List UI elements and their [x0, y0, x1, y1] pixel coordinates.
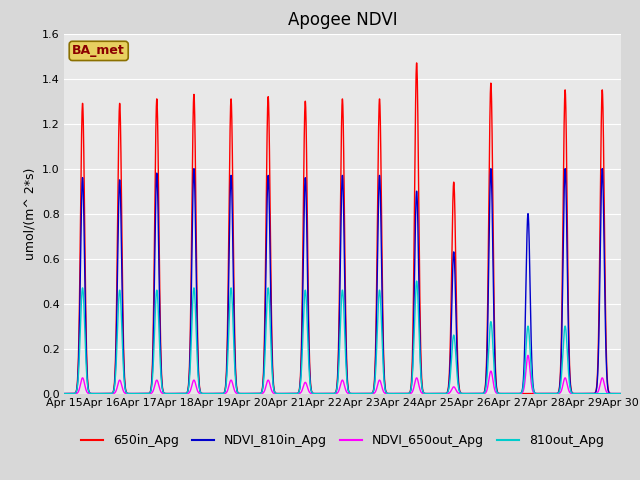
650in_Apg — [524, 391, 532, 396]
810out_Apg — [413, 278, 420, 284]
NDVI_650out_Apg — [524, 352, 532, 358]
Line: NDVI_650out_Apg: NDVI_650out_Apg — [64, 355, 621, 394]
NDVI_810in_Apg — [408, 368, 416, 373]
NDVI_650out_Apg — [566, 389, 573, 395]
650in_Apg — [273, 391, 281, 396]
NDVI_810in_Apg — [563, 225, 570, 231]
NDVI_650out_Apg — [617, 391, 625, 396]
NDVI_810in_Apg — [127, 391, 134, 396]
650in_Apg — [408, 353, 416, 359]
810out_Apg — [566, 381, 573, 386]
810out_Apg — [408, 372, 416, 378]
NDVI_810in_Apg — [588, 391, 595, 396]
NDVI_650out_Apg — [60, 391, 68, 396]
650in_Apg — [563, 189, 571, 194]
810out_Apg — [273, 391, 281, 396]
810out_Apg — [60, 391, 68, 396]
810out_Apg — [563, 341, 571, 347]
810out_Apg — [588, 391, 595, 396]
NDVI_810in_Apg — [617, 391, 625, 396]
650in_Apg — [566, 362, 573, 368]
Line: 650in_Apg: 650in_Apg — [64, 63, 621, 394]
NDVI_810in_Apg — [598, 166, 606, 171]
Legend: 650in_Apg, NDVI_810in_Apg, NDVI_650out_Apg, 810out_Apg: 650in_Apg, NDVI_810in_Apg, NDVI_650out_A… — [76, 429, 609, 452]
650in_Apg — [588, 391, 595, 396]
Line: NDVI_810in_Apg: NDVI_810in_Apg — [64, 168, 621, 394]
Line: 810out_Apg: 810out_Apg — [64, 281, 621, 394]
810out_Apg — [617, 391, 625, 396]
NDVI_650out_Apg — [273, 391, 281, 396]
Title: Apogee NDVI: Apogee NDVI — [287, 11, 397, 29]
NDVI_810in_Apg — [273, 391, 281, 396]
NDVI_810in_Apg — [60, 391, 68, 396]
NDVI_650out_Apg — [563, 380, 571, 385]
650in_Apg — [617, 391, 625, 396]
Text: BA_met: BA_met — [72, 44, 125, 58]
NDVI_650out_Apg — [408, 389, 416, 395]
650in_Apg — [413, 60, 420, 66]
810out_Apg — [127, 391, 134, 396]
Y-axis label: umol/(m^ 2*s): umol/(m^ 2*s) — [24, 168, 36, 260]
NDVI_650out_Apg — [588, 391, 595, 396]
650in_Apg — [60, 391, 68, 396]
NDVI_810in_Apg — [566, 363, 573, 369]
650in_Apg — [127, 391, 134, 396]
NDVI_650out_Apg — [127, 391, 134, 396]
